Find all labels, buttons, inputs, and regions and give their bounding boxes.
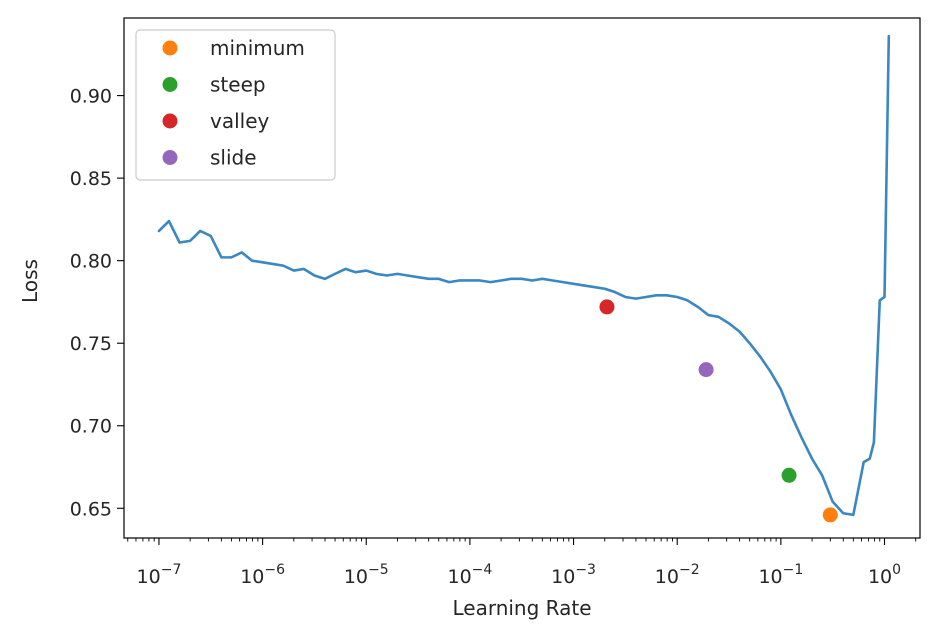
x-axis-ticks: 10−7 10−6 10−5 10−4 10−3 10−2 10−1 100	[127, 538, 917, 588]
x-tick-base: 10	[447, 566, 471, 588]
x-tick-exponent: 0	[892, 562, 901, 578]
x-tick-label: 10−7	[137, 562, 182, 588]
marker-minimum	[822, 507, 838, 523]
x-tick-exponent: −5	[368, 562, 389, 578]
x-tick-base: 10	[551, 566, 575, 588]
y-tick-label: 0.90	[70, 86, 112, 108]
x-axis-label: Learning Rate	[452, 596, 591, 620]
legend-box	[135, 29, 336, 181]
x-tick-label: 10−4	[447, 562, 492, 588]
y-tick-label: 0.80	[70, 251, 112, 273]
x-tick-label: 10−5	[344, 562, 389, 588]
legend: minimum steep valley slide	[135, 29, 336, 181]
x-tick-label: 10−1	[758, 562, 803, 588]
legend-swatch-valley	[162, 113, 178, 129]
legend-label-valley: valley	[210, 109, 270, 133]
markers-group	[599, 299, 838, 523]
x-tick-base: 10	[240, 566, 264, 588]
x-tick-label: 10−6	[240, 562, 285, 588]
legend-label-slide: slide	[210, 146, 257, 170]
y-tick-label: 0.70	[70, 416, 112, 438]
x-tick-label: 10−2	[655, 562, 700, 588]
plot-frame	[123, 17, 921, 539]
y-tick-label: 0.85	[70, 168, 112, 190]
y-axis-ticks: 0.65 0.70 0.75 0.80 0.85 0.90	[70, 86, 124, 520]
x-tick-base: 10	[868, 566, 892, 588]
x-tick-base: 10	[344, 566, 368, 588]
x-tick-exponent: −3	[575, 562, 596, 578]
marker-valley	[599, 299, 615, 315]
x-tick-base: 10	[758, 566, 782, 588]
marker-slide	[698, 362, 714, 378]
legend-label-steep: steep	[210, 73, 266, 97]
legend-swatch-minimum	[162, 40, 178, 56]
x-tick-base: 10	[655, 566, 679, 588]
legend-swatch-steep	[162, 77, 178, 92]
x-tick-base: 10	[137, 566, 161, 588]
x-tick-exponent: −7	[161, 562, 182, 578]
legend-swatch-slide	[162, 150, 178, 165]
y-tick-label: 0.75	[70, 333, 112, 355]
x-tick-exponent: −2	[679, 562, 700, 578]
series-group	[157, 34, 891, 517]
x-tick-exponent: −6	[264, 562, 285, 578]
marker-steep	[781, 467, 797, 483]
loss-series-line	[157, 34, 891, 517]
y-axis-label: Loss	[18, 259, 42, 303]
x-tick-exponent: −4	[472, 562, 493, 578]
y-tick-label: 0.65	[70, 498, 112, 520]
x-tick-exponent: −1	[783, 562, 804, 578]
x-tick-label: 100	[868, 562, 901, 588]
x-tick-label: 10−3	[551, 562, 596, 588]
legend-label-minimum: minimum	[210, 36, 305, 60]
